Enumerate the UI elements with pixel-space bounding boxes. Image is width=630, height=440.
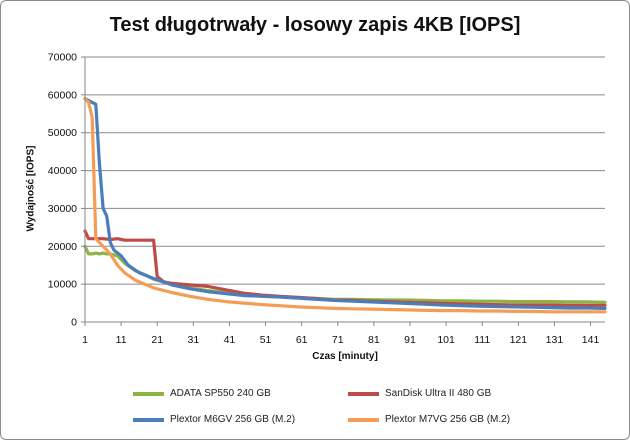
y-tick-label: 70000 [48,52,77,64]
legend-label-plextor-m6gv: Plextor M6GV 256 GB (M.2) [170,414,296,425]
x-tick-label: 111 [474,334,490,346]
y-tick-label: 60000 [48,89,77,101]
y-tick-label: 0 [71,317,77,329]
x-tick-label: 51 [260,334,272,346]
series-line-sandisk [83,229,607,307]
x-tick-label: 101 [437,334,455,346]
legend-item-plextor-m6gv: Plextor M6GV 256 GB (M.2) [133,414,295,425]
legend-label-plextor-m7vg: Plextor M7VG 256 GB (M.2) [385,414,511,425]
y-tick-label: 50000 [48,127,77,139]
legend-item-adata: ADATA SP550 240 GB [133,388,271,399]
legend-swatch-sandisk [348,391,379,396]
legend-item-plextor-m7vg: Plextor M7VG 256 GB (M.2) [348,414,510,425]
chart-title: Test długotrwały - losowy zapis 4KB [IOP… [109,14,521,36]
x-tick-label: 121 [510,334,528,346]
axes [81,56,605,326]
x-tick-label: 41 [224,334,236,346]
series-line-plextor-m6gv [83,97,607,310]
y-tick-label: 10000 [48,279,77,291]
y-tick-label: 40000 [48,165,77,177]
x-tick-label: 141 [582,334,600,346]
x-tick-label: 81 [368,334,380,346]
legend-item-sandisk: SanDisk Ultra II 480 GB [348,388,491,399]
x-tick-label: 21 [151,334,163,346]
grid-lines [85,56,605,285]
x-axis-title: Czas [minuty] [312,351,378,362]
legend-swatch-adata [133,391,164,396]
series-line-plextor-m7vg [83,97,607,314]
x-tick-labels: 1 11 21 31 41 51 61 71 81 91 101 111 121 131 141 [82,334,599,346]
y-tick-label: 30000 [48,203,77,215]
x-tick-label: 131 [546,334,564,346]
y-axis-title: Wydajność [IOPS] [25,145,37,232]
x-tick-label: 1 [82,334,88,346]
x-tick-label: 61 [296,334,308,346]
series-lines [83,97,607,314]
x-tick-label: 11 [116,334,127,346]
legend-swatch-plextor-m7vg [348,417,379,422]
x-tick-label: 71 [332,334,344,346]
legend-swatch-plextor-m6gv [133,417,164,422]
series-line-adata [83,244,607,304]
legend-label-adata: ADATA SP550 240 GB [170,388,271,399]
x-tick-label: 91 [404,334,416,346]
y-tick-label: 20000 [48,241,77,253]
legend-label-sandisk: SanDisk Ultra II 480 GB [385,388,492,399]
y-tick-labels: 0 10000 20000 30000 40000 50000 60000 70000 [48,52,77,329]
x-tick-label: 31 [187,334,199,346]
